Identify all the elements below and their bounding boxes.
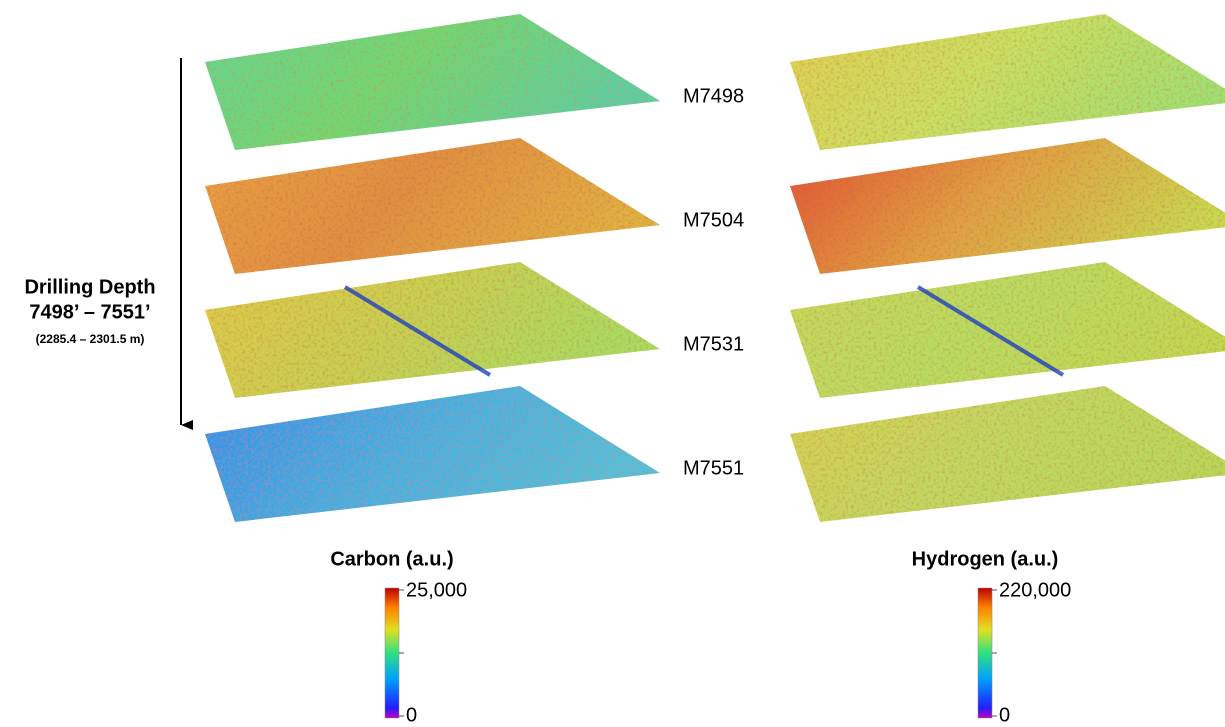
map-layer	[205, 386, 660, 522]
colorbar	[977, 587, 993, 719]
colorbar-title: Hydrogen (a.u.)	[912, 548, 1059, 570]
colorbar-max: 220,000	[999, 579, 1071, 601]
streak	[343, 285, 492, 377]
streak	[916, 285, 1065, 377]
depth-range-m: (2285.4 – 2301.5 m)	[36, 332, 145, 346]
colorbar-min: 0	[406, 704, 417, 726]
depth-range-ft: 7498’ – 7551’	[29, 301, 150, 323]
layer-label: M7504	[683, 209, 744, 231]
layer-label: M7531	[683, 333, 744, 355]
layer-label: M7551	[683, 457, 744, 479]
depth-title: Drilling Depth	[24, 276, 155, 298]
colorbar-max: 25,000	[406, 579, 467, 601]
layer-label: M7498	[683, 85, 744, 107]
colorbar-title: Carbon (a.u.)	[330, 548, 453, 570]
colorbar-min: 0	[999, 704, 1010, 726]
colorbar	[384, 587, 400, 719]
map-layer	[790, 262, 1225, 398]
map-layer	[205, 138, 660, 274]
map-layer	[205, 262, 660, 398]
map-layer	[205, 14, 660, 150]
map-layer	[790, 14, 1225, 150]
map-layer	[790, 138, 1225, 274]
map-layer	[790, 386, 1225, 522]
